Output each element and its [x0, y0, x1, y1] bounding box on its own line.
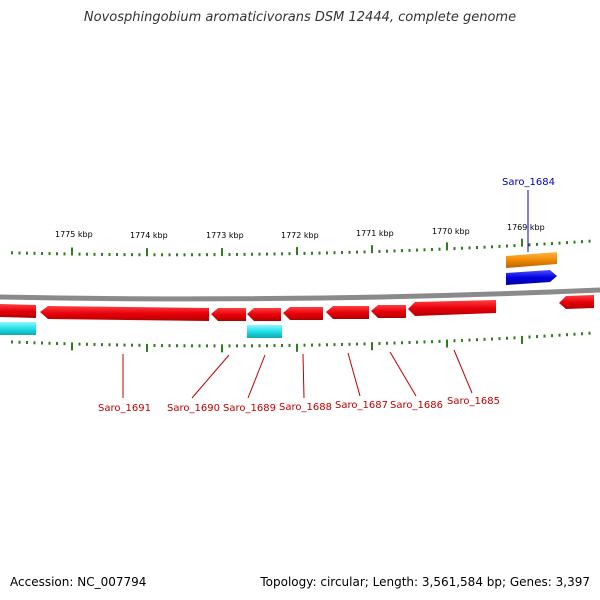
scale-label: 1775 kbp — [55, 230, 93, 239]
gene-saro-1684[interactable] — [506, 270, 557, 285]
gene-saro-1691[interactable] — [40, 306, 209, 321]
gene-saro-1686[interactable] — [371, 305, 406, 318]
scale-ticks-bottom — [11, 331, 591, 353]
gene-label-saro-1691[interactable]: Saro_1691 — [98, 403, 151, 414]
accession-text: Accession: NC_007794 — [10, 575, 147, 589]
leader-saro-1689 — [247, 354, 266, 399]
scale-label: 1774 kbp — [130, 231, 168, 240]
cyan-genes — [0, 322, 282, 338]
leader-saro-1690 — [191, 354, 230, 399]
gene-label-saro-1686[interactable]: Saro_1686 — [390, 400, 443, 411]
leader-saro-1686 — [389, 351, 417, 397]
leader-saro-1688 — [302, 353, 305, 399]
gene-right-edge[interactable] — [559, 295, 594, 309]
gene-cyan-middle[interactable] — [247, 325, 282, 338]
reverse-strand-genes — [0, 295, 594, 321]
leader-saro-1687 — [347, 352, 361, 397]
gene-saro-1689[interactable] — [247, 308, 281, 321]
scale-label: 1769 kbp — [507, 223, 545, 232]
gene-label-saro-1689[interactable]: Saro_1689 — [223, 403, 276, 414]
scale-ticks-top — [11, 238, 591, 257]
scale-labels: 1775 kbp 1774 kbp 1773 kbp 1772 kbp 1771… — [55, 223, 545, 240]
genome-backbone — [0, 287, 600, 302]
leader-saro-1685 — [453, 349, 473, 394]
genome-summary-text: Topology: circular; Length: 3,561,584 bp… — [260, 575, 590, 589]
gene-saro-1687[interactable] — [326, 306, 369, 319]
gene-label-saro-1688[interactable]: Saro_1688 — [279, 402, 332, 413]
gene-label-saro-1685[interactable]: Saro_1685 — [447, 396, 500, 407]
gene-saro-1685[interactable] — [408, 300, 496, 316]
gene-label-saro-1687[interactable]: Saro_1687 — [335, 400, 388, 411]
gene-label-saro-1684[interactable]: Saro_1684 — [502, 177, 555, 188]
scale-label: 1772 kbp — [281, 231, 319, 240]
gene-orange[interactable] — [506, 252, 557, 268]
label-leaders — [122, 190, 529, 399]
gene-saro-1690[interactable] — [211, 308, 246, 321]
gene-saro-1688[interactable] — [283, 307, 323, 320]
gene-cyan-left[interactable] — [0, 322, 36, 335]
genome-title: Novosphingobium aromaticivorans DSM 1244… — [83, 10, 517, 25]
scale-label: 1771 kbp — [356, 229, 394, 238]
gene-left-edge[interactable] — [0, 304, 36, 318]
scale-label: 1770 kbp — [432, 227, 470, 236]
gene-labels: Saro_1684 Saro_1685 Saro_1686 Saro_1687 … — [98, 177, 555, 414]
gene-label-saro-1690[interactable]: Saro_1690 — [167, 403, 220, 414]
scale-label: 1773 kbp — [206, 231, 244, 240]
forward-strand-genes — [506, 252, 557, 285]
